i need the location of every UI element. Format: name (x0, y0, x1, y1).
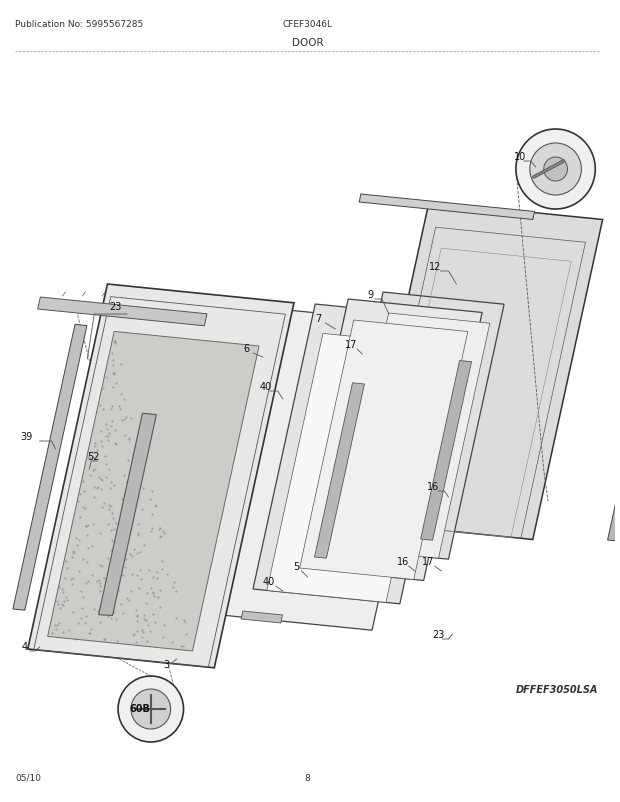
Polygon shape (99, 414, 156, 616)
Polygon shape (359, 195, 534, 221)
Polygon shape (299, 321, 468, 580)
Text: Publication No: 5995567285: Publication No: 5995567285 (15, 20, 143, 29)
Text: 40: 40 (263, 577, 275, 586)
Text: 17: 17 (345, 339, 358, 350)
Text: 7: 7 (316, 314, 322, 323)
Text: 23: 23 (109, 302, 122, 312)
Text: 17: 17 (422, 557, 434, 566)
Text: 16: 16 (397, 557, 409, 566)
Text: 52: 52 (87, 452, 100, 461)
Text: 39: 39 (20, 431, 32, 441)
Polygon shape (38, 298, 207, 326)
Polygon shape (608, 310, 620, 541)
Circle shape (516, 130, 595, 210)
Text: 9: 9 (367, 290, 373, 300)
Text: 10: 10 (514, 152, 526, 162)
Polygon shape (13, 325, 87, 610)
Text: 60B: 60B (129, 703, 150, 713)
Text: 8: 8 (304, 773, 311, 782)
Text: 05/10: 05/10 (15, 773, 41, 782)
Polygon shape (28, 285, 294, 668)
Circle shape (544, 158, 567, 182)
Polygon shape (210, 310, 278, 614)
Polygon shape (337, 314, 490, 558)
Text: DFFEF3050LSA: DFFEF3050LSA (516, 684, 598, 695)
Text: 4: 4 (22, 642, 28, 651)
Text: CFEF3046L: CFEF3046L (283, 20, 332, 29)
Text: 3: 3 (164, 659, 170, 669)
Circle shape (530, 144, 582, 196)
Text: 5: 5 (294, 561, 300, 571)
Text: 40: 40 (260, 382, 272, 391)
Polygon shape (241, 611, 283, 623)
Polygon shape (211, 310, 438, 630)
Polygon shape (267, 334, 442, 602)
Circle shape (118, 676, 184, 742)
Polygon shape (359, 203, 603, 540)
Polygon shape (253, 305, 462, 604)
Polygon shape (420, 361, 472, 541)
Text: 23: 23 (433, 630, 445, 639)
Polygon shape (327, 293, 504, 560)
Polygon shape (48, 332, 259, 651)
Polygon shape (290, 300, 482, 581)
Text: 16: 16 (427, 481, 439, 492)
Text: 12: 12 (428, 261, 441, 272)
Circle shape (131, 689, 170, 729)
Polygon shape (314, 383, 365, 558)
Text: 6: 6 (243, 343, 249, 354)
Text: DOOR: DOOR (292, 38, 324, 48)
